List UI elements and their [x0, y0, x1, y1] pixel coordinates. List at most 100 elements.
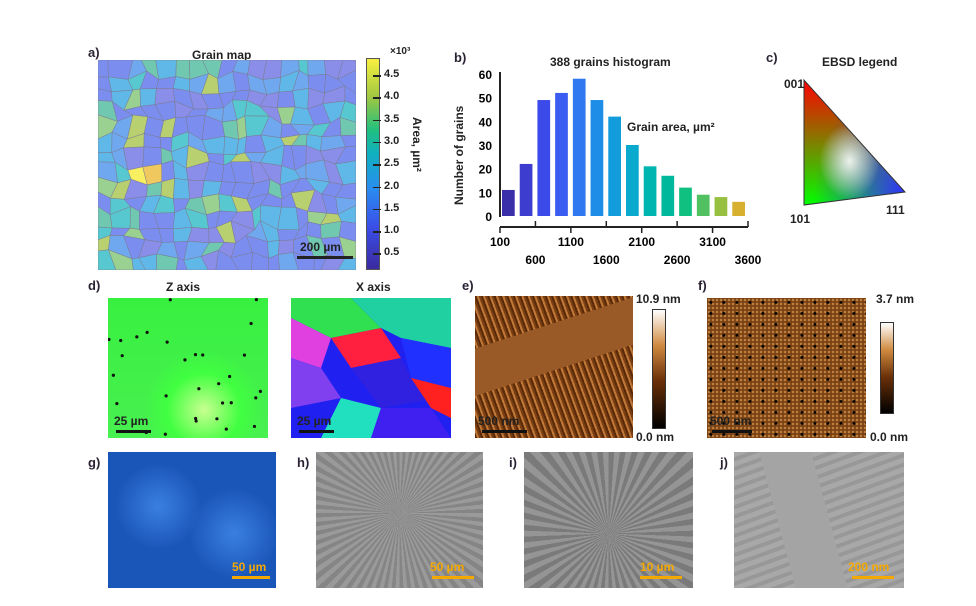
dot: [215, 417, 219, 421]
dot: [193, 352, 198, 357]
chart-title: 388 grains histogram: [550, 55, 671, 69]
histogram-bar: [714, 197, 728, 216]
ebsd-ipf-triangle: [803, 78, 907, 206]
y-tick-label: 0: [485, 210, 492, 224]
grain: [173, 178, 191, 200]
colorbar-tick: [373, 119, 381, 122]
grain: [215, 249, 239, 270]
grain: [337, 60, 356, 80]
grain: [142, 146, 162, 168]
y-tick-label: 50: [479, 92, 493, 106]
panel-f-label: f): [698, 278, 707, 293]
dot: [164, 394, 168, 398]
panel-c-label: c): [766, 50, 778, 65]
grain: [155, 60, 177, 80]
y-tick-label: 40: [479, 115, 493, 129]
dot: [135, 335, 139, 339]
grain: [268, 254, 281, 270]
colorbar-min: 0.0 nm: [870, 430, 909, 444]
grain: [277, 206, 300, 231]
grain: [230, 252, 253, 270]
histogram-bar: [626, 145, 639, 216]
x-tick-label: 100: [490, 235, 510, 249]
scale-bar: [712, 430, 752, 433]
colorbar-tick-label: 1.0: [384, 224, 400, 237]
grain: [175, 257, 188, 270]
grain: [183, 256, 209, 270]
grain: [98, 60, 109, 78]
panel-a-label: a): [88, 45, 100, 60]
histogram-bar: [679, 187, 692, 216]
grain: [337, 205, 356, 224]
x-tick-label: 1600: [593, 253, 620, 267]
dot: [201, 353, 205, 357]
x-tick-label: 600: [525, 253, 545, 267]
x-tick-label: 2600: [664, 253, 691, 267]
grain-map-image: [98, 60, 356, 270]
sem-image-h: [316, 452, 483, 588]
grain: [339, 117, 356, 136]
dot: [115, 401, 119, 406]
grain: [344, 85, 356, 106]
grain: [338, 236, 356, 259]
dot: [165, 340, 169, 344]
grain: [138, 253, 158, 270]
grain: [335, 145, 356, 165]
grain: [139, 88, 157, 107]
histogram-bar: [661, 175, 675, 216]
histogram-bar: [608, 116, 621, 216]
scale-label: 500 nm: [710, 414, 752, 428]
colorbar-tick: [373, 186, 381, 188]
scale-bar: [299, 430, 334, 433]
colorbar-min: 0.0 nm: [636, 430, 675, 444]
scale-label: 25 µm: [297, 414, 332, 428]
histogram-chart: 0 10 20 30 40 50 60 100 1100 2100 3100 600 1600 2600 3…: [479, 68, 762, 267]
colorbar-tick-label: 4.0: [384, 90, 400, 103]
panel-j-label: j): [720, 455, 728, 470]
grain: [156, 253, 179, 270]
grain: [340, 134, 356, 148]
grain: [337, 70, 356, 94]
dot: [183, 358, 187, 362]
histogram-bar: [696, 194, 710, 216]
ebsd-x-map: [291, 298, 451, 438]
dot: [224, 427, 228, 431]
scale-bar: [297, 256, 353, 259]
grain: [307, 60, 327, 76]
colorbar-tick: [373, 253, 381, 255]
dot: [168, 298, 172, 302]
grain: [251, 252, 269, 270]
sem-image-j: [734, 452, 904, 588]
scale-bar: [432, 576, 474, 579]
dot: [111, 373, 115, 377]
y-tick-label: 30: [479, 139, 493, 153]
colorbar-tick: [373, 97, 381, 99]
panel-i-label: i): [509, 455, 517, 470]
x-tick-label: 3100: [699, 235, 726, 249]
histogram-bar: [555, 92, 568, 216]
dot: [119, 338, 123, 343]
grain: [292, 87, 310, 110]
grain: [338, 220, 356, 242]
dot: [258, 389, 262, 393]
ipf-label-101: 101: [790, 212, 811, 226]
grain: [335, 182, 356, 200]
scale-bar: [640, 576, 682, 579]
height-colorbar-e: [652, 309, 666, 429]
scale-label: 50 µm: [430, 560, 465, 574]
colorbar-tick-label: 3.0: [384, 134, 400, 147]
ebsd-z-map: [108, 298, 268, 438]
colorbar-tick-label: 2.0: [384, 179, 400, 192]
dot: [197, 387, 201, 391]
x-axis-label: Grain area, µm²: [627, 120, 715, 134]
panel-g-label: g): [88, 455, 101, 470]
panel-e-label: e): [462, 278, 474, 293]
ebsd-legend-title: EBSD legend: [822, 55, 898, 69]
histogram-bar: [572, 78, 586, 216]
panel-h-label: h): [297, 455, 310, 470]
dot: [227, 374, 232, 379]
dot: [254, 396, 258, 400]
dot: [220, 401, 225, 405]
scale-label: 200 nm: [848, 560, 890, 574]
